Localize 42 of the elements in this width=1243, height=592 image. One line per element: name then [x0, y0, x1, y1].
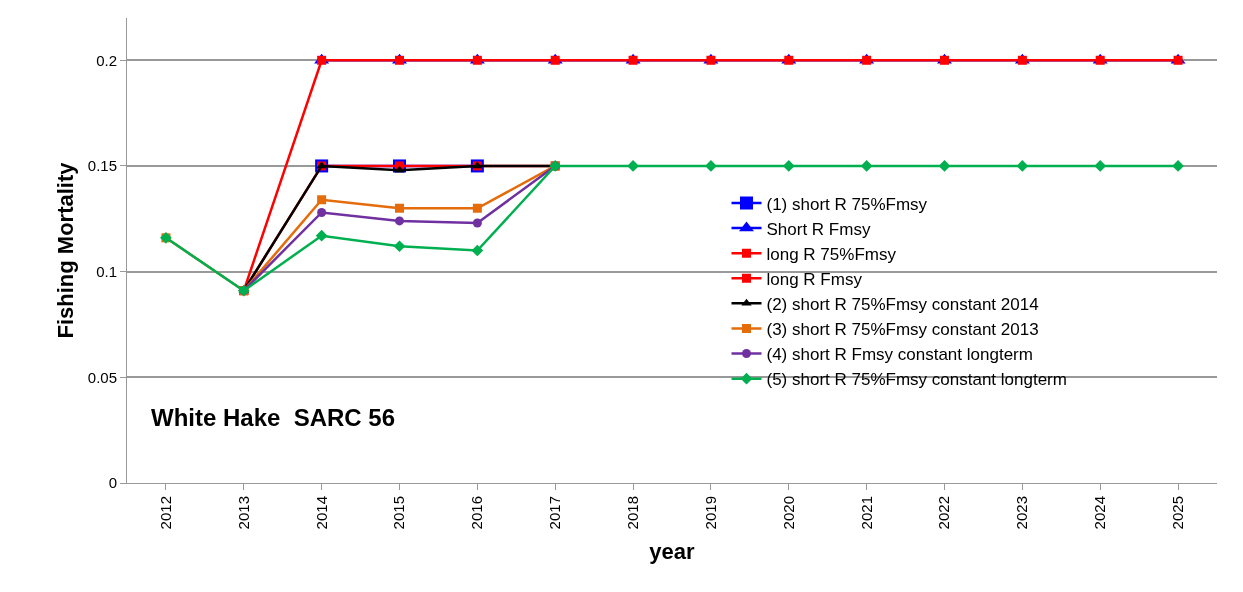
annotation: White Hake SARC 56 — [151, 404, 396, 431]
y-tick-label: 0.1 — [96, 262, 117, 280]
legend-label: (2) short R 75%Fmsy constant 2014 — [766, 294, 1039, 314]
point — [471, 244, 484, 257]
legend-label: long R 75%Fmsy — [766, 244, 897, 264]
x-tick-label: 2024 — [1091, 496, 1109, 530]
legend-label: (1) short R 75%Fmsy — [766, 194, 928, 214]
legend-label: (5) short R 75%Fmsy constant longterm — [766, 370, 1067, 390]
point — [395, 216, 404, 226]
legend-label: long R Fmsy — [766, 269, 863, 289]
y-tick-label: 0.05 — [87, 368, 117, 386]
point — [1016, 160, 1029, 172]
legend-label: (3) short R 75%Fmsy constant 2013 — [766, 320, 1039, 340]
point — [395, 203, 404, 213]
y-tick-label: 0.15 — [87, 157, 117, 175]
x-tick-label: 2022 — [935, 496, 953, 530]
point — [315, 229, 328, 242]
y-tick-label: 0.2 — [96, 51, 117, 69]
point — [860, 160, 873, 172]
point — [393, 240, 406, 253]
x-axis-title: year — [649, 539, 696, 564]
x-tick-label: 2018 — [623, 496, 641, 530]
x-tick-label: 2014 — [312, 496, 330, 530]
x-tick-label: 2017 — [546, 496, 564, 530]
point — [317, 207, 327, 217]
x-tick-label: 2025 — [1168, 496, 1186, 530]
x-tick-label: 2021 — [857, 496, 875, 530]
x-tick-label: 2023 — [1013, 496, 1031, 530]
legend-label: (4) short R Fmsy constant longterm — [766, 345, 1033, 365]
point — [472, 203, 482, 213]
y-tick-label: 0 — [108, 474, 117, 492]
point — [472, 218, 482, 228]
point — [938, 160, 951, 172]
point — [317, 195, 327, 205]
x-tick-label: 2020 — [779, 496, 797, 530]
x-tick-label: 2013 — [234, 496, 252, 530]
x-tick-label: 2019 — [701, 496, 719, 530]
y-axis-title: Fishing Mortality — [53, 161, 78, 339]
x-tick-label: 2015 — [390, 496, 408, 530]
x-tick-label: 2016 — [468, 496, 486, 530]
legend-label: Short R Fmsy — [766, 219, 871, 239]
x-tick-label: 2012 — [156, 496, 174, 530]
